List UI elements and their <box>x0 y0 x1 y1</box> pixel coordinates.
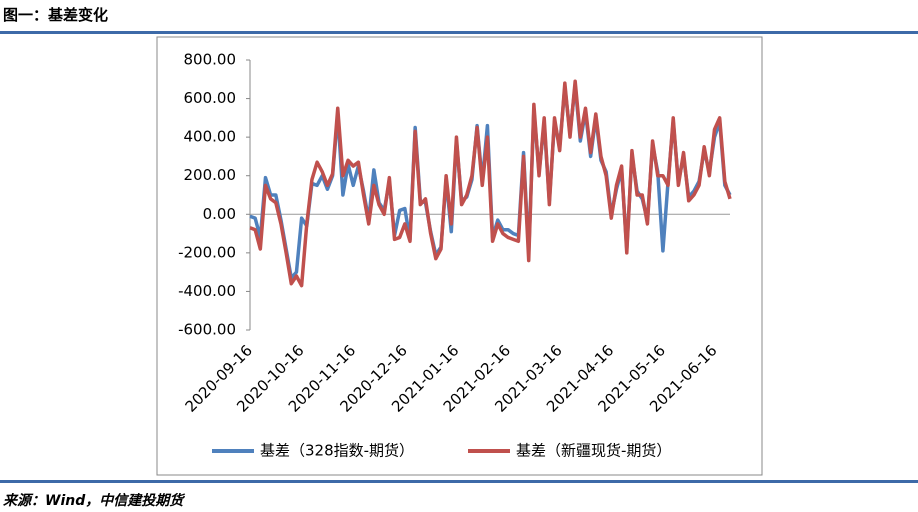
footer-source: 来源：Wind，中信建投期货 <box>3 493 184 509</box>
y-tick-label: 400.00 <box>184 128 237 146</box>
chart-frame <box>156 36 763 476</box>
y-tick-label: 0.00 <box>203 205 236 223</box>
y-tick-label: -600.00 <box>178 321 236 339</box>
y-tick-label: -400.00 <box>178 282 236 300</box>
y-tick-label: 600.00 <box>184 89 237 107</box>
legend-label: 基差（328指数-期货） <box>260 442 414 460</box>
series-line <box>249 79 732 288</box>
header-title: 图一：基差变化 <box>3 6 109 24</box>
y-tick-label: 800.00 <box>184 51 237 69</box>
header-rule <box>0 31 918 34</box>
y-tick-label: -200.00 <box>178 243 236 261</box>
legend-label: 基差（新疆现货-期货） <box>516 442 671 460</box>
y-tick-label: 200.00 <box>184 166 237 184</box>
footer-rule <box>0 480 918 483</box>
